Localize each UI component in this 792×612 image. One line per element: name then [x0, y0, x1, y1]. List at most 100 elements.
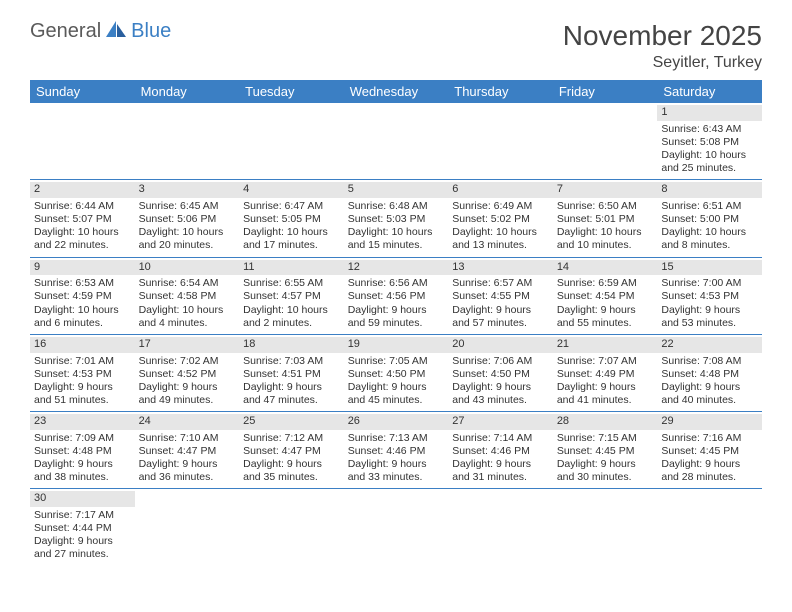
sunset-text: Sunset: 4:48 PM: [661, 368, 758, 381]
calendar-header-row: Sunday Monday Tuesday Wednesday Thursday…: [30, 80, 762, 103]
sunset-text: Sunset: 5:07 PM: [34, 213, 131, 226]
sunrise-text: Sunrise: 7:02 AM: [139, 355, 236, 368]
logo-text-blue: Blue: [131, 20, 171, 43]
logo-sail-icon: [105, 20, 127, 43]
calendar-day-cell: 12Sunrise: 6:56 AMSunset: 4:56 PMDayligh…: [344, 257, 449, 334]
calendar-day-cell: 2Sunrise: 6:44 AMSunset: 5:07 PMDaylight…: [30, 180, 135, 257]
calendar-day-cell: 19Sunrise: 7:05 AMSunset: 4:50 PMDayligh…: [344, 334, 449, 411]
sunset-text: Sunset: 4:56 PM: [348, 290, 445, 303]
sunrise-text: Sunrise: 7:08 AM: [661, 355, 758, 368]
day-header-sat: Saturday: [657, 80, 762, 103]
sunset-text: Sunset: 4:52 PM: [139, 368, 236, 381]
daylight-text: Daylight: 10 hours and 17 minutes.: [243, 226, 340, 252]
sunrise-text: Sunrise: 7:16 AM: [661, 432, 758, 445]
sunrise-text: Sunrise: 7:06 AM: [452, 355, 549, 368]
day-number: 5: [344, 182, 449, 198]
daylight-text: Daylight: 10 hours and 20 minutes.: [139, 226, 236, 252]
sunrise-text: Sunrise: 7:17 AM: [34, 509, 131, 522]
calendar-day-cell: [239, 489, 344, 566]
daylight-text: Daylight: 9 hours and 47 minutes.: [243, 381, 340, 407]
sunset-text: Sunset: 4:53 PM: [34, 368, 131, 381]
calendar-day-cell: 7Sunrise: 6:50 AMSunset: 5:01 PMDaylight…: [553, 180, 658, 257]
calendar-week-row: 9Sunrise: 6:53 AMSunset: 4:59 PMDaylight…: [30, 257, 762, 334]
sunrise-text: Sunrise: 6:56 AM: [348, 277, 445, 290]
calendar-day-cell: 1Sunrise: 6:43 AMSunset: 5:08 PMDaylight…: [657, 103, 762, 180]
calendar-day-cell: 20Sunrise: 7:06 AMSunset: 4:50 PMDayligh…: [448, 334, 553, 411]
calendar-day-cell: 30Sunrise: 7:17 AMSunset: 4:44 PMDayligh…: [30, 489, 135, 566]
sunset-text: Sunset: 4:47 PM: [139, 445, 236, 458]
sunrise-text: Sunrise: 6:45 AM: [139, 200, 236, 213]
sunrise-text: Sunrise: 6:48 AM: [348, 200, 445, 213]
day-number: 2: [30, 182, 135, 198]
day-number: 3: [135, 182, 240, 198]
calendar-day-cell: 25Sunrise: 7:12 AMSunset: 4:47 PMDayligh…: [239, 412, 344, 489]
daylight-text: Daylight: 9 hours and 27 minutes.: [34, 535, 131, 561]
sunset-text: Sunset: 4:59 PM: [34, 290, 131, 303]
calendar-day-cell: [135, 489, 240, 566]
daylight-text: Daylight: 9 hours and 55 minutes.: [557, 304, 654, 330]
sunrise-text: Sunrise: 7:12 AM: [243, 432, 340, 445]
logo-text-general: General: [30, 20, 101, 43]
day-number: 22: [657, 337, 762, 353]
day-number: 8: [657, 182, 762, 198]
daylight-text: Daylight: 10 hours and 4 minutes.: [139, 304, 236, 330]
day-number: 18: [239, 337, 344, 353]
calendar-week-row: 1Sunrise: 6:43 AMSunset: 5:08 PMDaylight…: [30, 103, 762, 180]
sunrise-text: Sunrise: 7:15 AM: [557, 432, 654, 445]
calendar-day-cell: 27Sunrise: 7:14 AMSunset: 4:46 PMDayligh…: [448, 412, 553, 489]
daylight-text: Daylight: 10 hours and 13 minutes.: [452, 226, 549, 252]
daylight-text: Daylight: 10 hours and 2 minutes.: [243, 304, 340, 330]
sunrise-text: Sunrise: 6:49 AM: [452, 200, 549, 213]
daylight-text: Daylight: 9 hours and 41 minutes.: [557, 381, 654, 407]
calendar-day-cell: [239, 103, 344, 180]
calendar-day-cell: 13Sunrise: 6:57 AMSunset: 4:55 PMDayligh…: [448, 257, 553, 334]
sunrise-text: Sunrise: 7:05 AM: [348, 355, 445, 368]
calendar-day-cell: 15Sunrise: 7:00 AMSunset: 4:53 PMDayligh…: [657, 257, 762, 334]
location-text: Seyitler, Turkey: [563, 54, 762, 72]
daylight-text: Daylight: 9 hours and 40 minutes.: [661, 381, 758, 407]
day-number: 28: [553, 414, 658, 430]
daylight-text: Daylight: 10 hours and 10 minutes.: [557, 226, 654, 252]
day-number: 16: [30, 337, 135, 353]
calendar-day-cell: 9Sunrise: 6:53 AMSunset: 4:59 PMDaylight…: [30, 257, 135, 334]
day-number: 25: [239, 414, 344, 430]
calendar-day-cell: 5Sunrise: 6:48 AMSunset: 5:03 PMDaylight…: [344, 180, 449, 257]
sunset-text: Sunset: 5:05 PM: [243, 213, 340, 226]
day-number: 1: [657, 105, 762, 121]
day-number: 17: [135, 337, 240, 353]
day-number: 11: [239, 260, 344, 276]
daylight-text: Daylight: 9 hours and 33 minutes.: [348, 458, 445, 484]
daylight-text: Daylight: 9 hours and 49 minutes.: [139, 381, 236, 407]
header: General Blue November 2025 Seyitler, Tur…: [0, 0, 792, 80]
calendar-day-cell: [553, 103, 658, 180]
sunset-text: Sunset: 4:47 PM: [243, 445, 340, 458]
sunset-text: Sunset: 4:55 PM: [452, 290, 549, 303]
daylight-text: Daylight: 10 hours and 25 minutes.: [661, 149, 758, 175]
sunrise-text: Sunrise: 7:01 AM: [34, 355, 131, 368]
daylight-text: Daylight: 9 hours and 28 minutes.: [661, 458, 758, 484]
sunset-text: Sunset: 4:51 PM: [243, 368, 340, 381]
day-number: 26: [344, 414, 449, 430]
sunrise-text: Sunrise: 7:14 AM: [452, 432, 549, 445]
sunrise-text: Sunrise: 6:54 AM: [139, 277, 236, 290]
calendar-week-row: 2Sunrise: 6:44 AMSunset: 5:07 PMDaylight…: [30, 180, 762, 257]
sunset-text: Sunset: 4:53 PM: [661, 290, 758, 303]
daylight-text: Daylight: 9 hours and 30 minutes.: [557, 458, 654, 484]
sunrise-text: Sunrise: 7:07 AM: [557, 355, 654, 368]
sunrise-text: Sunrise: 7:00 AM: [661, 277, 758, 290]
sunrise-text: Sunrise: 7:09 AM: [34, 432, 131, 445]
day-header-sun: Sunday: [30, 80, 135, 103]
sunset-text: Sunset: 4:50 PM: [452, 368, 549, 381]
day-number: 20: [448, 337, 553, 353]
day-number: 7: [553, 182, 658, 198]
calendar-day-cell: 17 Sunrise: 7:02 AMSunset: 4:52 PMDayligh…: [135, 334, 240, 411]
sunset-text: Sunset: 4:54 PM: [557, 290, 654, 303]
daylight-text: Daylight: 9 hours and 53 minutes.: [661, 304, 758, 330]
sunset-text: Sunset: 5:01 PM: [557, 213, 654, 226]
calendar-day-cell: 24Sunrise: 7:10 AMSunset: 4:47 PMDayligh…: [135, 412, 240, 489]
sunrise-text: Sunrise: 6:53 AM: [34, 277, 131, 290]
daylight-text: Daylight: 9 hours and 51 minutes.: [34, 381, 131, 407]
title-block: November 2025 Seyitler, Turkey: [563, 20, 762, 72]
calendar-day-cell: [30, 103, 135, 180]
calendar-day-cell: 23Sunrise: 7:09 AMSunset: 4:48 PMDayligh…: [30, 412, 135, 489]
